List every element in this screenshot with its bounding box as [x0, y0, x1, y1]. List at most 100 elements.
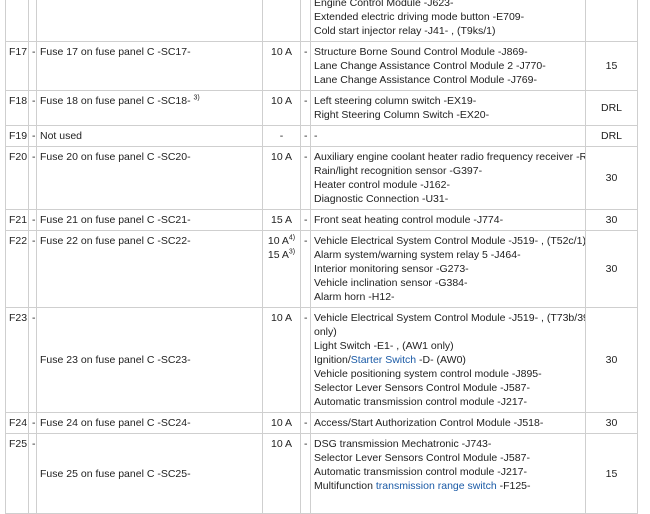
dash-cell: -	[28, 307, 37, 413]
amps-cell: 10 A	[262, 433, 301, 514]
component: Access/Start Authorization Control Modul…	[314, 417, 544, 429]
terminal-cell: 30	[585, 307, 638, 413]
dash-cell: -	[300, 412, 311, 434]
component: Vehicle Electrical System Control Module…	[314, 235, 586, 247]
component: Alarm system/warning system relay 5 -J46…	[314, 249, 521, 261]
amps-cell: 10 A	[262, 412, 301, 434]
amperage: 10 A	[270, 95, 293, 107]
amps-line: 15 A	[266, 213, 297, 227]
terminal-cell: 15	[585, 41, 638, 91]
description-cell: Fuse 22 on fuse panel C -SC22-	[36, 230, 263, 308]
fuse-id: F17	[9, 46, 28, 58]
fuse-id: F18	[9, 95, 28, 107]
dash: -	[32, 95, 36, 107]
dash: -	[32, 130, 36, 142]
fuse-cell: F25	[5, 433, 29, 514]
components-cell: Left steering column switch -EX19- Right …	[310, 90, 586, 126]
fuse-table: Engine Control Module -J623- Extended ele…	[5, 0, 638, 514]
fuse-id: F23	[9, 312, 28, 324]
component-link[interactable]: Starter Switch	[350, 354, 417, 366]
component: Front seat heating control module -J774-	[314, 214, 504, 226]
dash: -	[32, 214, 36, 226]
components-cell: Front seat heating control module -J774-	[310, 209, 586, 231]
terminal-cell: DRL	[585, 90, 638, 126]
component: Selector Lever Sensors Control Module -J…	[314, 382, 530, 394]
components-cell: Engine Control Module -J623- Extended ele…	[310, 0, 586, 42]
amps-cell: 10 A	[262, 41, 301, 91]
terminal-cell: 30	[585, 412, 638, 434]
component: -	[314, 130, 318, 142]
description: Fuse 22 on fuse panel C -SC22-	[40, 235, 191, 247]
description: Fuse 17 on fuse panel C -SC17-	[40, 46, 191, 58]
amps-line: 10 A	[266, 311, 297, 325]
description: Fuse 21 on fuse panel C -SC21-	[40, 214, 191, 226]
component: only)	[314, 326, 337, 338]
amps-line: 15 A3)	[266, 248, 297, 262]
fuse-cell: F18	[5, 90, 29, 126]
dash-cell: -	[28, 146, 37, 210]
dash-cell: -	[300, 125, 311, 147]
description-cell: Fuse 23 on fuse panel C -SC23-	[36, 307, 263, 413]
description: Not used	[40, 130, 83, 142]
component-text: -D- (AW0)	[416, 354, 466, 366]
dash-cell: -	[28, 209, 37, 231]
dash: -	[32, 312, 36, 324]
component: Selector Lever Sensors Control Module -J…	[314, 452, 530, 464]
description: Fuse 24 on fuse panel C -SC24-	[40, 417, 191, 429]
dash-cell	[28, 0, 37, 42]
dash: -	[32, 235, 36, 247]
fuse-id: F22	[9, 235, 28, 247]
component: Rain/light recognition sensor -G397-	[314, 165, 483, 177]
fuse-row: F22- Fuse 22 on fuse panel C -SC22- 10 A4)…	[5, 230, 638, 308]
components-cell: DSG transmission Mechatronic -J743- Selec…	[310, 433, 586, 514]
component-text: -F125-	[496, 480, 531, 492]
component-link[interactable]: transmission range switch	[375, 480, 497, 492]
terminal-cell	[585, 0, 638, 42]
dash-cell: -	[300, 41, 311, 91]
component: Left steering column switch -EX19-	[314, 95, 477, 107]
dash-cell: -	[300, 307, 311, 413]
amps-line: -	[266, 129, 297, 143]
terminal: 15	[605, 467, 618, 480]
description: Fuse 20 on fuse panel C -SC20-	[40, 151, 191, 163]
component: DSG transmission Mechatronic -J743-	[314, 438, 492, 450]
amperage: 10 A	[270, 46, 293, 58]
component: Heater control module -J162-	[314, 179, 450, 191]
component: Vehicle inclination sensor -G384-	[314, 277, 468, 289]
dash-cell: -	[28, 125, 37, 147]
fuse-id: F24	[9, 417, 28, 429]
component: Lane Change Assistance Control Module 2 …	[314, 60, 546, 72]
description-cell: Fuse 21 on fuse panel C -SC21-	[36, 209, 263, 231]
component: Alarm horn -H12-	[314, 291, 395, 303]
fuse-id: F20	[9, 151, 28, 163]
description-cell: Fuse 24 on fuse panel C -SC24-	[36, 412, 263, 434]
terminal: 30	[605, 263, 618, 275]
terminal: 30	[605, 172, 618, 184]
amps-line: 10 A	[266, 45, 297, 59]
amps-cell: 15 A	[262, 209, 301, 231]
components-cell: -	[310, 125, 586, 147]
amps-line: 10 A	[266, 437, 297, 451]
description-cell: Not used	[36, 125, 263, 147]
component: Lane Change Assistance Control Module -J…	[314, 74, 537, 86]
amperage: -	[279, 130, 284, 142]
fuse-row: F21- Fuse 21 on fuse panel C -SC21- 15 A-F…	[5, 209, 638, 231]
description: Fuse 18 on fuse panel C -SC18-	[40, 95, 191, 107]
component: Structure Borne Sound Control Module -J8…	[314, 46, 528, 58]
dash: -	[32, 46, 36, 58]
terminal: DRL	[600, 130, 622, 142]
amperage: 10 A	[267, 235, 289, 247]
fuse-row: Engine Control Module -J623- Extended ele…	[5, 0, 638, 42]
fuse-cell: F19	[5, 125, 29, 147]
amperage: 10 A	[270, 417, 293, 429]
fuse-row: F20- Fuse 20 on fuse panel C -SC20- 10 A-A…	[5, 146, 638, 210]
component: Automatic transmission control module -J…	[314, 396, 528, 408]
fuse-id: F25	[9, 438, 28, 450]
dash: -	[304, 95, 308, 107]
amps-cell	[262, 0, 301, 42]
dash: -	[32, 438, 36, 450]
component: Light Switch -E1- , (AW1 only)	[314, 340, 454, 352]
page: Engine Control Module -J623- Extended ele…	[5, 0, 638, 514]
dash-cell: -	[28, 433, 37, 514]
dash: -	[304, 438, 308, 450]
